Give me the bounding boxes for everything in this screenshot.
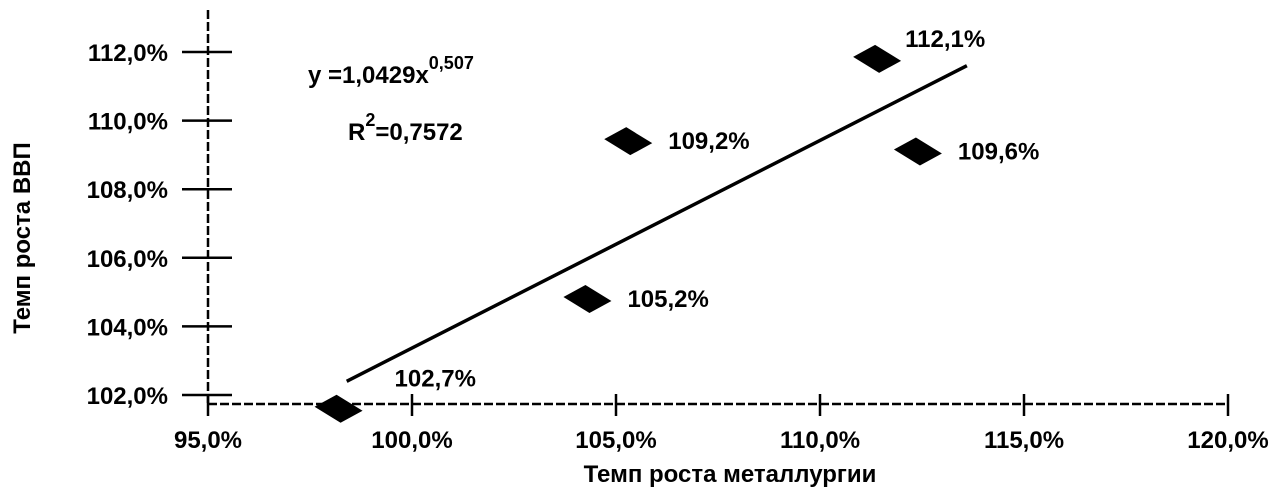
- x-tick-label: 95,0%: [174, 427, 242, 454]
- data-point-marker: [893, 137, 942, 166]
- y-tick-label: 104,0%: [87, 314, 168, 341]
- trendline-group: [345, 64, 968, 383]
- x-tick-label: 120,0%: [1187, 427, 1268, 454]
- data-point-label: 102,7%: [395, 366, 476, 393]
- data-points: [314, 44, 942, 423]
- data-point-label: 105,2%: [627, 286, 708, 313]
- data-point-marker: [604, 127, 653, 156]
- x-axis-title: Темп роста металлургии: [584, 461, 877, 488]
- axes: [206, 10, 1228, 406]
- y-tick-label: 106,0%: [87, 246, 168, 273]
- y-tick-label: 110,0%: [88, 109, 168, 136]
- data-point-marker: [853, 44, 902, 73]
- trendline: [345, 64, 968, 383]
- y-tick-label: 112,0%: [88, 40, 168, 67]
- point-labels: 102,7% 105,2% 109,2% 112,1% 109,6%: [395, 26, 1040, 393]
- data-point-label: 109,2%: [668, 128, 749, 155]
- x-tick-label: 110,0%: [780, 427, 860, 454]
- data-point-label: 109,6%: [958, 138, 1039, 165]
- data-point-label: 112,1%: [905, 26, 985, 53]
- y-tick-label: 102,0%: [87, 383, 168, 410]
- x-tick-label: 100,0%: [371, 427, 452, 454]
- r-squared-label: R2=0,7572: [348, 110, 463, 146]
- y-axis-title: Темп роста ВВП: [9, 142, 36, 333]
- data-point-marker: [563, 284, 612, 313]
- x-tick-label: 105,0%: [575, 427, 656, 454]
- trendline-equation: y =1,0429x0,507: [308, 53, 474, 89]
- x-tick-label: 115,0%: [984, 427, 1064, 454]
- y-tick-label: 108,0%: [87, 177, 168, 204]
- data-point-marker: [314, 394, 363, 423]
- ticks: 102,0% 104,0% 106,0% 108,0% 110,0% 112,0% 95,0…: [87, 40, 1269, 454]
